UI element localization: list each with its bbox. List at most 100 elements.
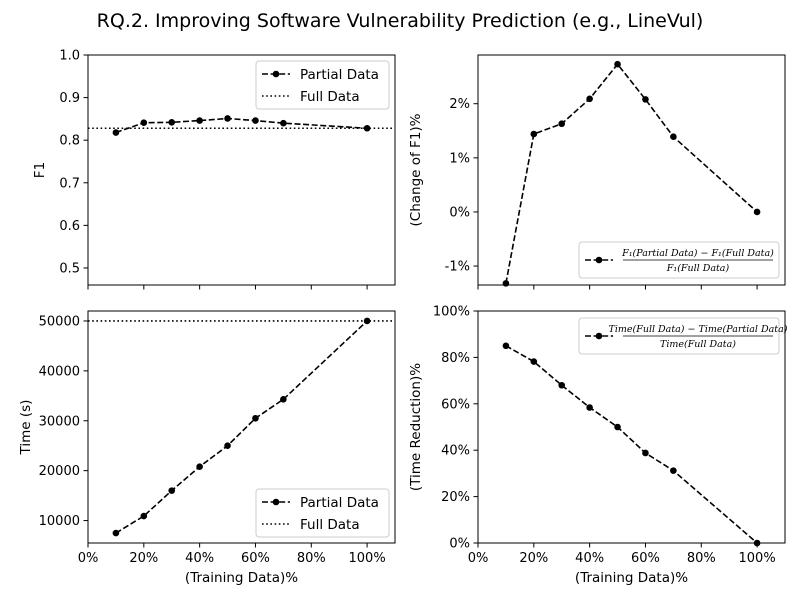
data-point-timered-0	[502, 342, 510, 350]
data-point-timered-6	[670, 467, 677, 474]
x-tick-label-time-0: 0%	[78, 551, 99, 566]
y-tick-label-time-3: 40000	[39, 364, 80, 379]
data-point-f1change-3	[586, 95, 593, 103]
x-tick-label-time-3: 60%	[241, 551, 270, 566]
y-tick-label-f1-3: 0.8	[59, 134, 80, 149]
data-point-time-2	[168, 487, 176, 494]
x-tick-label-timered-4: 80%	[687, 551, 716, 566]
data-point-timered-3	[586, 404, 593, 411]
legend-timered: Time(Full Data) − Time(Partial Data) Time…	[578, 317, 788, 355]
y-tick-label-timered-5: 100%	[433, 305, 470, 320]
x-tick-label-timered-3: 60%	[631, 551, 660, 566]
legend-box-time	[255, 488, 390, 538]
x-tick-label-timered-1: 20%	[519, 551, 548, 566]
figure-title: RQ.2. Improving Software Vulnerability P…	[97, 10, 704, 32]
y-tick-label-f1change-3: 2%	[449, 97, 470, 112]
data-point-f1change-6	[670, 133, 677, 141]
y-tick-label-time-4: 50000	[39, 314, 80, 329]
legend-marker-partial-f1	[272, 70, 280, 78]
legend-denominator-timered: Time(Full Data)	[660, 339, 736, 350]
y-tick-label-time-0: 10000	[39, 514, 80, 529]
series-line-time-0	[115, 320, 368, 534]
series-line-f1change-0	[505, 62, 758, 284]
data-point-f1-0	[112, 129, 120, 136]
data-point-time-0	[112, 529, 120, 537]
series-line-f1-0	[115, 117, 368, 134]
y-tick-label-time-2: 30000	[39, 414, 80, 429]
y-tick-label-f1change-1: 0%	[449, 205, 470, 220]
legend-time: Partial Data Full Data	[255, 488, 390, 538]
data-point-f1-6	[280, 119, 287, 127]
x-tick-label-time-4: 80%	[297, 551, 326, 566]
x-axis-label-time: (Training Data)%	[185, 570, 298, 586]
axes-frame-time	[87, 310, 396, 544]
legend-f1change: F₁(Partial Data) − F₁(Full Data) F₁(Full …	[578, 241, 780, 279]
y-axis-label-f1: F1	[32, 162, 48, 178]
y-tick-label-timered-3: 60%	[441, 397, 470, 412]
y-tick-label-timered-2: 40%	[441, 444, 470, 459]
subplot-time: 0% 20% 40% 60% 80% 100% 10000 20000 30000 40000 50…	[18, 310, 396, 586]
data-point-time-5	[252, 414, 259, 422]
data-point-time-6	[280, 396, 287, 403]
legend-marker-f1change	[595, 256, 603, 264]
data-point-f1change-2	[558, 120, 566, 128]
x-axis-label-timered: (Training Data)%	[575, 570, 688, 586]
data-point-f1-2	[168, 118, 176, 126]
y-tick-label-time-1: 20000	[39, 464, 80, 479]
data-point-f1change-7	[753, 208, 761, 216]
axes-frame-f1change	[477, 54, 786, 286]
y-axis-label-time: Time (s)	[18, 400, 34, 456]
x-tick-label-time-1: 20%	[129, 551, 158, 566]
y-tick-label-f1-2: 0.7	[59, 176, 80, 191]
data-point-f1-1	[140, 119, 148, 127]
legend-numerator-timered: Time(Full Data) − Time(Partial Data)	[609, 324, 788, 335]
y-tick-label-timered-1: 20%	[441, 490, 470, 505]
series-line-timered-0	[505, 345, 758, 544]
subplots-container: 0.5 0.6 0.7 0.8 0.9 1.0 F1 Partial Data Full Dat…	[18, 49, 788, 587]
legend-label-partial-time: Partial Data	[300, 495, 379, 511]
legend-f1: Partial Data Full Data	[255, 60, 390, 110]
axes-frame-f1	[87, 54, 396, 286]
legend-label-partial-f1: Partial Data	[300, 67, 379, 83]
y-axis-label-timered: (Time Reduction)%	[408, 363, 424, 491]
data-point-time-4	[224, 442, 231, 450]
y-tick-label-f1-0: 0.5	[59, 261, 80, 276]
data-point-f1change-1	[530, 130, 538, 138]
data-point-time-1	[140, 512, 148, 520]
legend-label-full-time: Full Data	[300, 517, 360, 533]
data-point-f1change-5	[642, 96, 649, 103]
y-tick-label-f1-4: 0.9	[59, 91, 80, 106]
y-tick-label-f1change-2: 1%	[449, 151, 470, 166]
data-point-f1change-0	[502, 280, 510, 287]
data-point-time-3	[196, 463, 203, 470]
legend-marker-partial-time	[272, 498, 280, 506]
data-point-timered-2	[558, 381, 566, 389]
y-tick-label-timered-4: 80%	[441, 351, 470, 366]
x-tick-label-time-2: 40%	[185, 551, 214, 566]
legend-numerator-f1change: F₁(Partial Data) − F₁(Full Data)	[621, 248, 774, 259]
subplot-timered: 0% 20% 40% 60% 80% 100% 0% 20% 40% 60% 80% 100% (Tra…	[408, 305, 788, 587]
data-point-timered-4	[614, 423, 621, 431]
data-point-f1change-4	[614, 60, 621, 68]
data-point-timered-1	[530, 358, 538, 365]
y-tick-label-f1-5: 1.0	[59, 49, 80, 64]
legend-label-full-f1: Full Data	[300, 89, 360, 105]
legend-marker-timered	[595, 332, 603, 340]
y-tick-label-f1-1: 0.6	[59, 219, 80, 234]
y-tick-label-f1change-0: -1%	[445, 260, 470, 275]
data-point-time-7	[363, 317, 371, 325]
x-tick-label-timered-0: 0%	[468, 551, 489, 566]
subplot-f1change: -1% 0% 1% 2% (Change of F1)% F₁(Partial Data)…	[408, 54, 786, 290]
data-point-f1-3	[196, 117, 203, 124]
x-tick-label-timered-5: 100%	[739, 551, 776, 566]
x-tick-label-timered-2: 40%	[575, 551, 604, 566]
y-axis-label-f1change: (Change of F1)%	[408, 113, 424, 226]
axes-frame-timered	[477, 310, 786, 544]
subplot-f1: 0.5 0.6 0.7 0.8 0.9 1.0 F1 Partial Data Full Dat…	[32, 49, 396, 290]
legend-denominator-f1change: F₁(Full Data)	[666, 263, 730, 274]
data-point-f1-4	[224, 115, 231, 122]
data-point-f1-5	[252, 117, 259, 124]
y-tick-label-timered-0: 0%	[449, 537, 470, 552]
